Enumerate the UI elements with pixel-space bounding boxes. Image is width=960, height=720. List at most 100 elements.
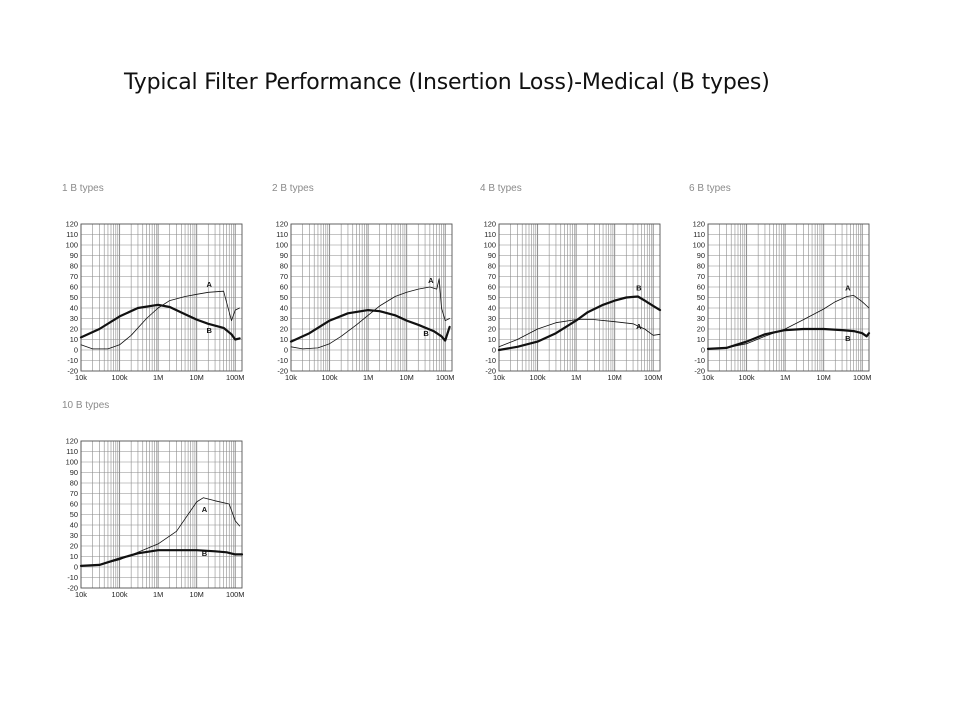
y-tick-label: -10 <box>485 356 496 365</box>
y-tick-label: 120 <box>484 220 496 229</box>
series-label-a: A <box>207 280 213 289</box>
y-tick-label: 110 <box>66 230 78 239</box>
x-tick-label: 100M <box>853 373 872 382</box>
y-tick-label: 80 <box>488 262 496 271</box>
series-label-a: A <box>845 283 851 292</box>
y-tick-label: -10 <box>277 356 288 365</box>
y-tick-label: 80 <box>70 262 78 271</box>
x-tick-label: 100k <box>322 373 338 382</box>
y-tick-label: 40 <box>70 521 78 530</box>
x-tick-label: 100k <box>112 373 128 382</box>
y-tick-label: 90 <box>697 251 705 260</box>
y-tick-label: -20 <box>67 584 78 593</box>
series-label-a: A <box>202 505 208 514</box>
panel-title: 4 B types <box>480 183 522 194</box>
y-tick-label: 10 <box>697 335 705 344</box>
y-tick-label: 110 <box>66 447 78 456</box>
y-tick-label: 0 <box>701 346 705 355</box>
series-label-a: A <box>636 322 642 331</box>
y-tick-label: 80 <box>70 479 78 488</box>
y-tick-label: 40 <box>70 304 78 313</box>
y-tick-label: -10 <box>67 356 78 365</box>
y-tick-label: 100 <box>276 241 288 250</box>
y-tick-label: 20 <box>488 325 496 334</box>
x-tick-label: 10M <box>189 373 203 382</box>
y-tick-label: 50 <box>70 293 78 302</box>
series-line-a <box>290 278 450 350</box>
y-tick-label: 0 <box>74 346 78 355</box>
x-tick-label: 10M <box>189 590 203 599</box>
y-tick-label: -20 <box>67 367 78 376</box>
y-tick-label: 70 <box>488 272 496 281</box>
y-tick-label: 30 <box>697 314 705 323</box>
series-label-b: B <box>636 283 642 292</box>
y-tick-label: 10 <box>488 335 496 344</box>
y-tick-label: 30 <box>70 314 78 323</box>
y-tick-label: 50 <box>280 293 288 302</box>
chart-panel-2b: 2 B types 120 110 100 90 80 70 60 50 40 30 20 10 0 -1… <box>268 183 468 395</box>
y-tick-label: 110 <box>693 230 705 239</box>
plot-frame <box>290 223 453 372</box>
y-tick-label: 120 <box>693 220 705 229</box>
series-line-a <box>80 497 240 567</box>
y-tick-label: 100 <box>66 458 78 467</box>
y-tick-label: 60 <box>70 500 78 509</box>
grid <box>80 440 243 589</box>
y-tick-label: 50 <box>488 293 496 302</box>
y-tick-label: 60 <box>697 283 705 292</box>
x-tick-label: 100k <box>530 373 546 382</box>
chart-panel-1b: 1 B types 120 110 100 90 80 70 60 50 40 30 20 10 0 -1… <box>58 183 258 395</box>
y-tick-label: 100 <box>66 241 78 250</box>
x-tick-label: 10k <box>285 373 297 382</box>
grid <box>80 223 243 372</box>
y-tick-label: 70 <box>70 272 78 281</box>
y-tick-label: 20 <box>70 325 78 334</box>
panel-title: 6 B types <box>689 183 731 194</box>
y-tick-label: 60 <box>70 283 78 292</box>
y-tick-label: 0 <box>492 346 496 355</box>
y-tick-label: 20 <box>70 542 78 551</box>
y-tick-label: -20 <box>694 367 705 376</box>
series-line-b <box>79 303 241 341</box>
y-tick-label: 120 <box>276 220 288 229</box>
plot-frame <box>498 223 661 372</box>
y-tick-label: 0 <box>74 563 78 572</box>
panel-title: 10 B types <box>62 400 110 411</box>
y-tick-label: 90 <box>70 468 78 477</box>
y-tick-label: 30 <box>280 314 288 323</box>
x-tick-label: 10k <box>75 373 87 382</box>
panel-title: 2 B types <box>272 183 314 194</box>
y-tick-label: 90 <box>70 251 78 260</box>
series-line-a <box>498 319 661 348</box>
y-tick-label: 40 <box>280 304 288 313</box>
y-tick-label: 50 <box>697 293 705 302</box>
x-tick-label: 1M <box>363 373 373 382</box>
series-label-b: B <box>202 549 208 558</box>
y-tick-label: -10 <box>67 573 78 582</box>
series-line-b <box>706 327 871 350</box>
y-tick-label: 90 <box>488 251 496 260</box>
x-tick-label: 100k <box>112 590 128 599</box>
series-label-a: A <box>428 276 434 285</box>
grid <box>707 223 870 372</box>
chart-panel-10b: 10 B types 120 110 100 90 80 70 60 50 40 30 20 10 0-… <box>58 400 258 612</box>
y-tick-label: 10 <box>280 335 288 344</box>
y-tick-label: 120 <box>66 437 78 446</box>
y-tick-label: 10 <box>70 335 78 344</box>
x-tick-label: 10k <box>493 373 505 382</box>
y-tick-label: 20 <box>280 325 288 334</box>
x-tick-label: 100M <box>436 373 455 382</box>
series-line-b <box>79 549 244 567</box>
x-tick-label: 100M <box>644 373 663 382</box>
x-tick-label: 10M <box>399 373 413 382</box>
x-tick-label: 100M <box>226 590 245 599</box>
series-line-b <box>289 309 451 343</box>
y-tick-label: 90 <box>280 251 288 260</box>
panel-title: 1 B types <box>62 183 104 194</box>
x-tick-label: 10k <box>702 373 714 382</box>
y-tick-label: 10 <box>70 552 78 561</box>
